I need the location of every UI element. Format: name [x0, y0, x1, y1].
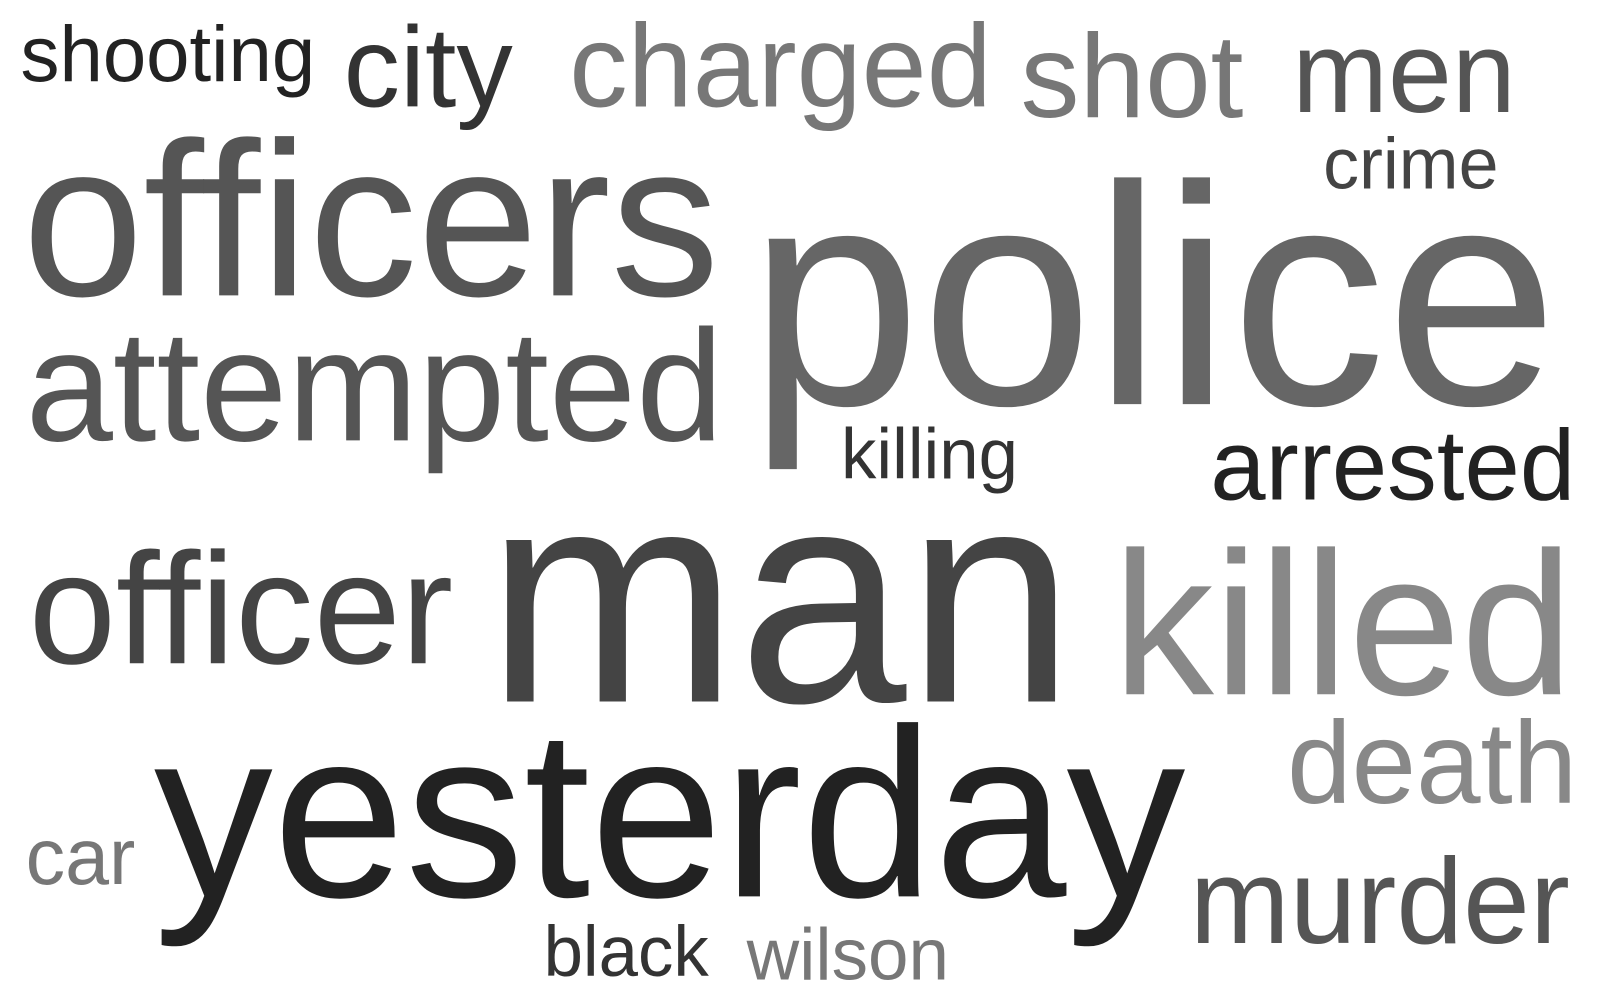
word: wilson: [746, 913, 949, 995]
word: attempted: [26, 298, 724, 475]
word: car: [26, 812, 136, 901]
word: shot: [1021, 11, 1244, 144]
word: police: [749, 121, 1558, 473]
word: arrested: [1210, 409, 1575, 522]
word: charged: [569, 0, 991, 132]
word: murder: [1190, 833, 1570, 969]
word: killing: [841, 415, 1018, 494]
word: man: [486, 426, 1075, 767]
word: city: [344, 4, 514, 132]
word: shooting: [21, 9, 316, 97]
word: officers: [23, 97, 720, 342]
word: black: [544, 913, 710, 992]
word: death: [1287, 698, 1577, 829]
word: officer: [29, 520, 453, 697]
word: crime: [1323, 124, 1498, 204]
word: yesterday: [154, 678, 1186, 947]
word: killed: [1113, 510, 1573, 738]
word: men: [1292, 7, 1515, 137]
